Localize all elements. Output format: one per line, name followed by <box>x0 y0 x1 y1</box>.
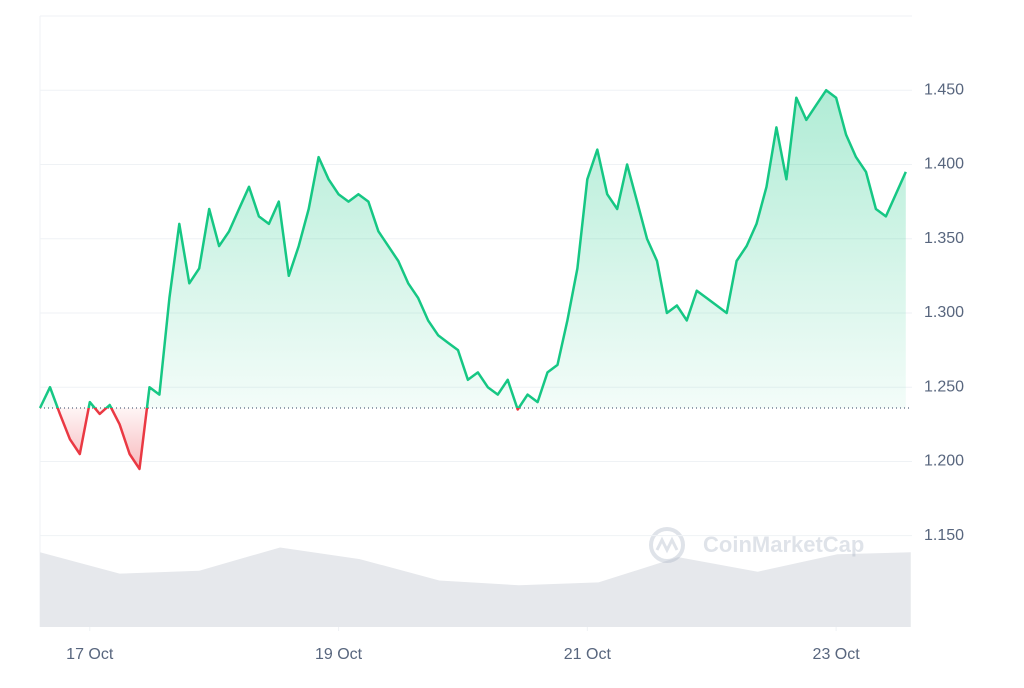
x-tick-label: 21 Oct <box>564 646 612 663</box>
y-tick-label: 1.450 <box>924 81 964 98</box>
watermark: CoinMarketCap <box>649 527 864 563</box>
volume-area <box>40 547 911 627</box>
y-tick-label: 1.350 <box>924 230 964 247</box>
x-tick-label: 17 Oct <box>66 646 114 663</box>
price-line <box>38 88 907 471</box>
x-tick-label: 19 Oct <box>315 646 363 663</box>
price-area <box>40 90 906 469</box>
x-tick-label: 23 Oct <box>813 646 861 663</box>
y-tick-label: 1.200 <box>924 453 964 470</box>
y-tick-label: 1.300 <box>924 304 964 321</box>
y-tick-label: 1.250 <box>924 378 964 395</box>
y-tick-label: 1.400 <box>924 156 964 173</box>
y-tick-label: 1.150 <box>924 527 964 544</box>
